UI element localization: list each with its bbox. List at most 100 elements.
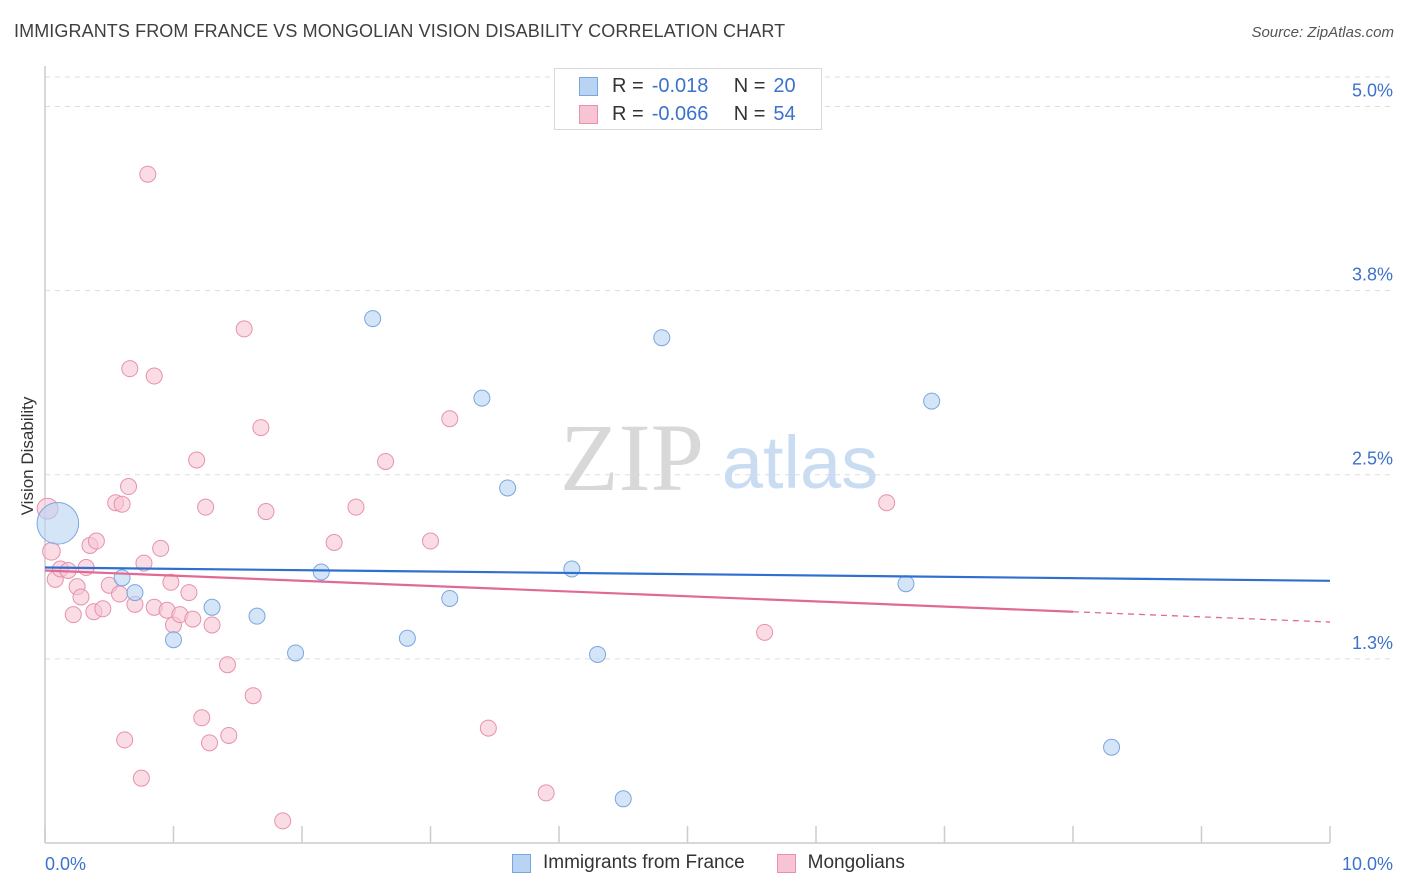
legend-swatch-pink [579, 104, 598, 124]
mongolian-point [72, 588, 90, 606]
legend-row-mongolians: R = -0.066 N = 54 [579, 102, 796, 126]
mongolian-point [878, 494, 896, 512]
france-point [203, 598, 221, 616]
france-point [364, 310, 382, 328]
mongolian-point [111, 585, 129, 603]
grid-layer [45, 76, 1392, 660]
france-point [36, 502, 80, 545]
mongolian-point [193, 709, 211, 727]
mongolian-point [756, 623, 774, 641]
mongolian-point [274, 812, 292, 830]
legend-r-label: R = [612, 74, 644, 97]
mongolian-point [139, 165, 157, 183]
legend-swatch-blue [512, 853, 531, 873]
legend-label-mongolians: Mongolians [807, 852, 905, 873]
legend-swatch-blue [579, 76, 598, 96]
mongolian-point [257, 503, 275, 521]
stats-legend: R = -0.018 N = 20 R = -0.066 N = 54 [554, 68, 822, 130]
mongolian-point [203, 616, 221, 634]
mongolian-point [135, 554, 153, 572]
france-point [499, 479, 517, 497]
mongolian-point [180, 584, 198, 602]
mongolian-point [347, 498, 365, 516]
legend-r-label: R = [612, 102, 644, 125]
mongolian-point [537, 784, 555, 802]
y-tick-label: 1.3% [1352, 633, 1393, 653]
x-tick-label: 0.0% [45, 854, 86, 874]
mongolian-point [244, 687, 262, 705]
france-point [287, 644, 305, 662]
trend-line-mongolians-extension [1072, 611, 1331, 623]
france-point [1103, 738, 1121, 756]
france-point [248, 607, 266, 625]
mongolian-point [132, 769, 150, 787]
mongolian-point [116, 731, 134, 749]
watermark-zip: ZIP [560, 404, 704, 511]
legend-item-mongolians[interactable]: Mongolians [776, 852, 905, 874]
france-point [923, 392, 941, 410]
france-point [473, 389, 491, 407]
y-tick-label: 2.5% [1352, 449, 1393, 469]
mongolian-point [479, 719, 497, 737]
trend-layer [44, 566, 1331, 623]
series-legend: Immigrants from France Mongolians [512, 852, 937, 874]
mongolian-point [184, 610, 202, 628]
legend-n-label: N = [733, 74, 766, 97]
france-point [563, 560, 581, 578]
mongolian-point [422, 532, 439, 550]
france-point [398, 629, 416, 647]
y-tick-label: 5.0% [1352, 80, 1393, 100]
mongolian-point [252, 419, 270, 437]
y-axis-title: Vision Disability [18, 396, 37, 516]
mongolian-point [120, 478, 138, 496]
watermark-atlas: atlas [722, 421, 878, 504]
mongolian-point [325, 533, 343, 551]
mongolian-point [200, 734, 218, 752]
chart-source: Source: ZipAtlas.com [1251, 24, 1394, 41]
mongolian-point [87, 532, 105, 550]
y-tick-label: 3.8% [1352, 265, 1393, 285]
france-point [312, 563, 330, 581]
mongolian-point [220, 726, 238, 744]
mongolian-point [377, 452, 395, 470]
france-point [165, 631, 182, 649]
mongolian-point [162, 573, 180, 591]
axis-layer [44, 66, 1331, 844]
trend-line-france [44, 566, 1331, 582]
mongolian-point [235, 320, 253, 338]
trend-line-mongolians [44, 569, 1074, 613]
france-point [653, 329, 671, 347]
mongolian-point [94, 600, 112, 618]
watermark: ZIP atlas [560, 404, 878, 511]
france-point [614, 790, 632, 808]
mongolian-point [145, 367, 163, 385]
legend-r-value: -0.066 [651, 102, 709, 125]
legend-swatch-pink [776, 853, 796, 873]
chart-title: IMMIGRANTS FROM FRANCE VS MONGOLIAN VISI… [14, 21, 786, 41]
france-point [113, 569, 131, 587]
tick-label-layer: 1.3% 2.5% 3.8% 5.0% 0.0% 10.0% [45, 80, 1393, 874]
legend-n-value: 54 [773, 102, 796, 125]
mongolian-point [64, 606, 82, 624]
france-point [589, 645, 607, 663]
legend-r-value: -0.018 [651, 74, 709, 97]
legend-label-france: Immigrants from France [543, 852, 745, 873]
legend-item-france[interactable]: Immigrants from France [512, 852, 745, 874]
points-layer [36, 165, 1121, 830]
france-point [126, 584, 144, 602]
mongolian-point [113, 495, 131, 513]
x-tick-label: 10.0% [1342, 854, 1393, 874]
legend-n-label: N = [733, 102, 766, 125]
mongolian-point [197, 498, 215, 516]
mongolian-point [121, 360, 139, 378]
legend-row-france: R = -0.018 N = 20 [579, 74, 796, 98]
france-point [441, 589, 459, 607]
france-point [897, 575, 915, 593]
mongolian-point [188, 451, 206, 469]
mongolian-point [152, 539, 170, 557]
legend-n-value: 20 [773, 74, 796, 97]
mongolian-point [42, 542, 61, 561]
mongolian-point [218, 656, 236, 674]
mongolian-point [441, 410, 459, 428]
